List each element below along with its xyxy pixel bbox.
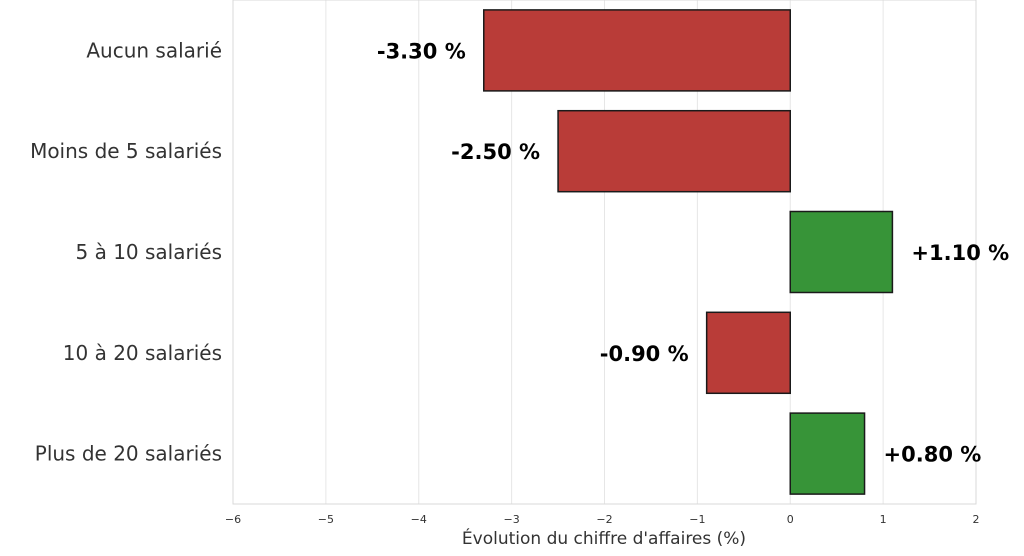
x-tick-label: −1 <box>689 513 705 526</box>
bar <box>483 9 791 92</box>
x-tick-label: −6 <box>225 513 241 526</box>
bar <box>789 210 894 294</box>
category-label: Moins de 5 salariés <box>30 139 222 163</box>
bar <box>705 311 791 395</box>
bar <box>557 109 791 193</box>
value-label: -2.50 % <box>451 140 540 164</box>
category-label: 5 à 10 salariés <box>76 240 223 264</box>
plot-frame <box>232 0 977 505</box>
x-tick-label: −4 <box>411 513 427 526</box>
category-label: Plus de 20 salariés <box>35 442 222 466</box>
value-label: -0.90 % <box>600 342 689 366</box>
bar <box>789 412 866 495</box>
value-label: +0.80 % <box>884 443 982 467</box>
category-label: Aucun salarié <box>86 38 222 62</box>
x-tick-label: −3 <box>504 513 520 526</box>
value-labels: -3.30 % -2.50 % +1.10 % -0.90 % +0.80 % <box>377 39 1009 466</box>
bars <box>483 9 894 495</box>
x-tick-labels: −6 −5 −4 −3 −2 −1 0 1 2 <box>225 513 980 526</box>
value-label: +1.10 % <box>911 241 1009 265</box>
category-label: 10 à 20 salariés <box>63 341 222 365</box>
value-label: -3.30 % <box>377 39 466 63</box>
x-tick-label: 1 <box>880 513 887 526</box>
x-axis-label: Évolution du chiffre d'affaires (%) <box>462 527 746 549</box>
category-labels: Aucun salarié Moins de 5 salariés 5 à 10 s… <box>30 38 222 465</box>
x-tick-label: −2 <box>596 513 612 526</box>
x-tick-label: 0 <box>787 513 794 526</box>
x-tick-label: −5 <box>318 513 334 526</box>
x-tick-label: 2 <box>973 513 980 526</box>
